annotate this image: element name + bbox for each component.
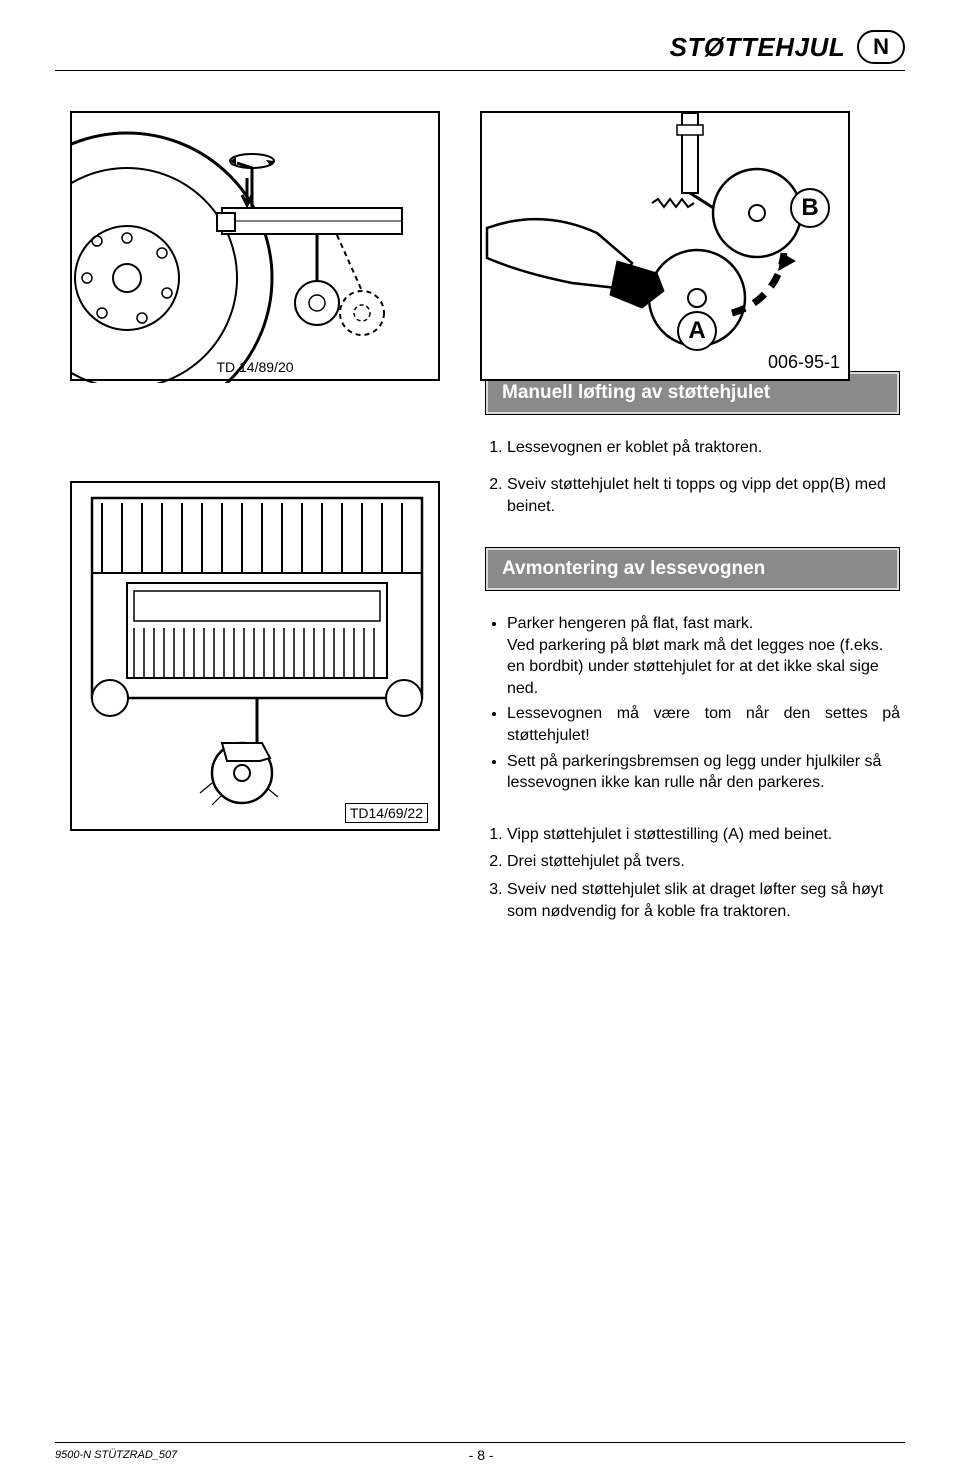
list-item: Sveiv ned støttehjulet slik at draget lø… xyxy=(507,879,900,922)
list-item: Sveiv støttehjulet helt ti topps og vipp… xyxy=(507,474,900,517)
list-item: Drei støttehjulet på tvers. xyxy=(507,851,900,873)
diagram-b-caption: 006-95-1 xyxy=(768,352,840,373)
diagram-foot-svg xyxy=(482,113,852,383)
diagram-foot-kick: A B 006-95-1 xyxy=(480,111,850,381)
diagram-c-caption: TD14/69/22 xyxy=(345,803,428,823)
footer-rule xyxy=(55,1442,905,1443)
bullet-text: Parker hengeren på flat, fast mark. xyxy=(507,615,753,632)
mid-section: TD14/69/22 Manuell løfting av støttehjul… xyxy=(70,481,905,952)
footer-row: 9500-N STÜTZRAD_507 - 8 - xyxy=(55,1447,905,1463)
page-footer: 9500-N STÜTZRAD_507 - 8 - xyxy=(55,1442,905,1463)
diagram-b-label-b: B xyxy=(790,188,830,228)
page-title: STØTTEHJUL xyxy=(670,32,845,63)
diagram-tractor-svg xyxy=(72,113,442,383)
section-2-numbered: Vipp støttehjulet i støttestilling (A) m… xyxy=(485,824,900,922)
diagram-a-caption: TD 14/89/20 xyxy=(216,359,293,375)
page-header: STØTTEHJUL N xyxy=(55,30,905,64)
list-item: Lessevognen må være tom når den settes p… xyxy=(507,703,900,746)
footer-page-number: - 8 - xyxy=(469,1447,494,1463)
list-item: Lessevognen er koblet på traktoren. xyxy=(507,437,900,459)
list-item: Vipp støttehjulet i støttestilling (A) m… xyxy=(507,824,900,846)
section-1-list: Lessevognen er koblet på traktoren. Svei… xyxy=(485,437,900,518)
top-diagram-row: TD 14/89/20 A B 006-95-1 xyxy=(70,111,905,381)
diagram-tractor-hitch: TD 14/89/20 xyxy=(70,111,440,381)
section-2-bullets: Parker hengeren på flat, fast mark. Ved … xyxy=(485,613,900,794)
section-2-heading: Avmontering av lessevognen xyxy=(488,550,897,588)
diagram-wagon-svg xyxy=(72,483,442,833)
language-badge: N xyxy=(857,30,905,64)
diagram-b-label-a: A xyxy=(677,311,717,351)
list-item: Sett på parkeringsbremsen og legg under … xyxy=(507,751,900,794)
section-2-heading-wrap: Avmontering av lessevognen xyxy=(485,547,900,591)
footer-doc-id: 9500-N STÜTZRAD_507 xyxy=(55,1449,177,1461)
list-item: Parker hengeren på flat, fast mark. Ved … xyxy=(507,613,900,699)
bullet-text: Ved parkering på bløt mark må det legges… xyxy=(507,635,900,700)
diagram-wagon-front: TD14/69/22 xyxy=(70,481,440,831)
header-rule xyxy=(55,70,905,71)
text-column: Manuell løfting av støttehjulet Lessevog… xyxy=(485,481,900,952)
